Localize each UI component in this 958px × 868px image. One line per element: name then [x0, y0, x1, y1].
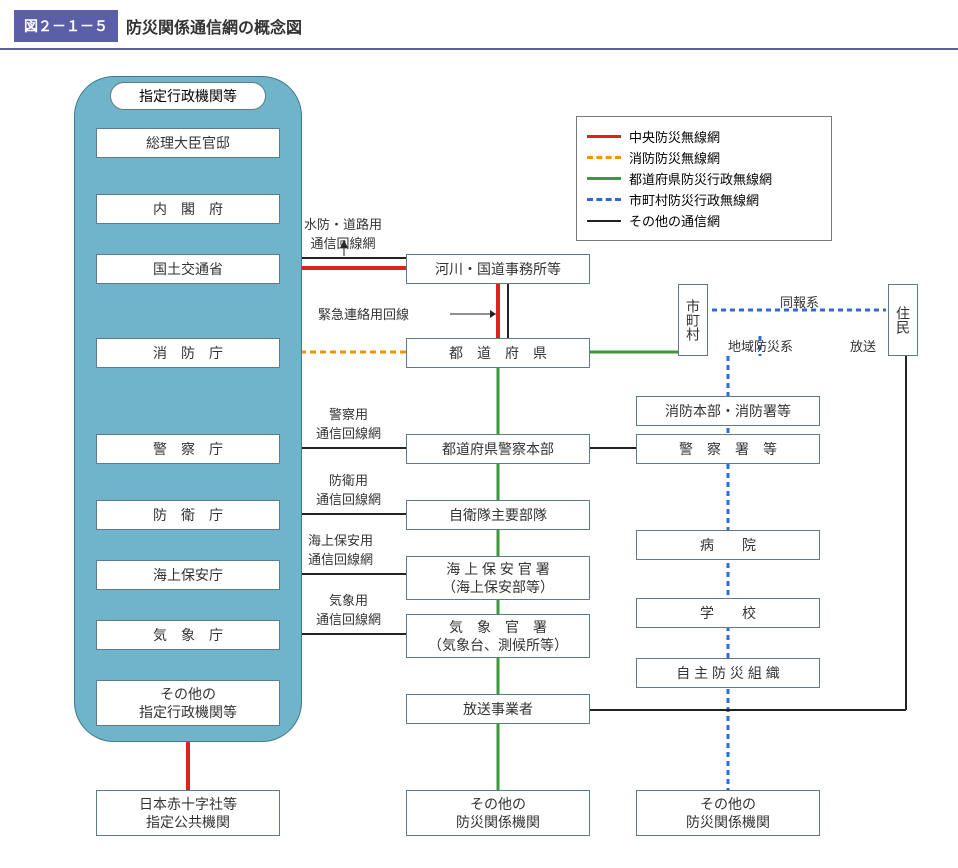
legend-row-0: 中央防災無線網: [587, 127, 821, 146]
box-meteo-office: 気 象 官 署 （気象台、測候所等）: [406, 614, 590, 658]
label-housou: 放送: [850, 336, 876, 355]
box-other-agencies: その他の 指定行政機関等: [96, 680, 280, 726]
legend-label-4: その他の通信網: [629, 211, 720, 230]
box-mid-other: その他の 防災関係機関: [406, 790, 590, 836]
agencies-panel-head: 指定行政機関等: [110, 82, 266, 110]
label-defense-net: 防衛用 通信回線網: [316, 470, 381, 508]
box-jcg: 海上保安庁: [96, 560, 280, 590]
legend: 中央防災無線網 消防防災無線網 都道府県防災行政無線網 市町村防災行政無線網 そ…: [576, 116, 832, 241]
box-police-station: 警 察 署 等: [636, 434, 820, 464]
box-mlit: 国土交通省: [96, 254, 280, 284]
swatch-green: [587, 177, 621, 180]
box-right-other: その他の 防災関係機関: [636, 790, 820, 836]
legend-label-2: 都道府県防災行政無線網: [629, 169, 772, 188]
box-municipality: 市町村: [678, 284, 708, 356]
box-voluntary: 自 主 防 災 組 織: [636, 658, 820, 688]
box-sdf: 自衛隊主要部隊: [406, 500, 590, 530]
box-pm-residence: 総理大臣官邸: [96, 128, 280, 158]
box-fire-hq: 消防本部・消防署等: [636, 396, 820, 426]
label-chiiki: 地域防災系: [728, 336, 793, 355]
legend-row-3: 市町村防災行政無線網: [587, 190, 821, 209]
swatch-red: [587, 135, 621, 138]
label-coast-net: 海上保安用 通信回線網: [308, 530, 373, 568]
legend-label-1: 消防防災無線網: [629, 148, 720, 167]
box-broadcaster: 放送事業者: [406, 694, 590, 724]
box-npa: 警 察 庁: [96, 434, 280, 464]
box-hospital: 病 院: [636, 530, 820, 560]
legend-label-3: 市町村防災行政無線網: [629, 190, 759, 209]
swatch-orange: [587, 156, 621, 159]
box-coast-guard-office: 海 上 保 安 官 署 （海上保安部等）: [406, 556, 590, 600]
box-mod: 防 衛 庁: [96, 500, 280, 530]
label-suibou: 水防・道路用 通信回線網: [304, 214, 382, 252]
box-jma: 気 象 庁: [96, 620, 280, 650]
box-cabinet-office: 内 閣 府: [96, 194, 280, 224]
box-river-office: 河川・国道事務所等: [406, 254, 590, 284]
label-kinkyu: 緊急連絡用回線: [318, 304, 409, 323]
swatch-blue: [587, 198, 621, 201]
box-pref-police-hq: 都道府県警察本部: [406, 434, 590, 464]
label-police-net: 警察用 通信回線網: [316, 404, 381, 442]
box-prefecture: 都 道 府 県: [406, 338, 590, 368]
box-fdma: 消 防 庁: [96, 338, 280, 368]
label-douhou: 同報系: [780, 292, 819, 311]
swatch-black: [587, 220, 621, 222]
box-school: 学 校: [636, 598, 820, 628]
label-meteo-net: 気象用 通信回線網: [316, 590, 381, 628]
legend-row-4: その他の通信網: [587, 211, 821, 230]
legend-row-1: 消防防災無線網: [587, 148, 821, 167]
box-residents: 住民: [888, 284, 918, 356]
box-redcross: 日本赤十字社等 指定公共機関: [96, 790, 280, 836]
legend-row-2: 都道府県防災行政無線網: [587, 169, 821, 188]
legend-label-0: 中央防災無線網: [629, 127, 720, 146]
